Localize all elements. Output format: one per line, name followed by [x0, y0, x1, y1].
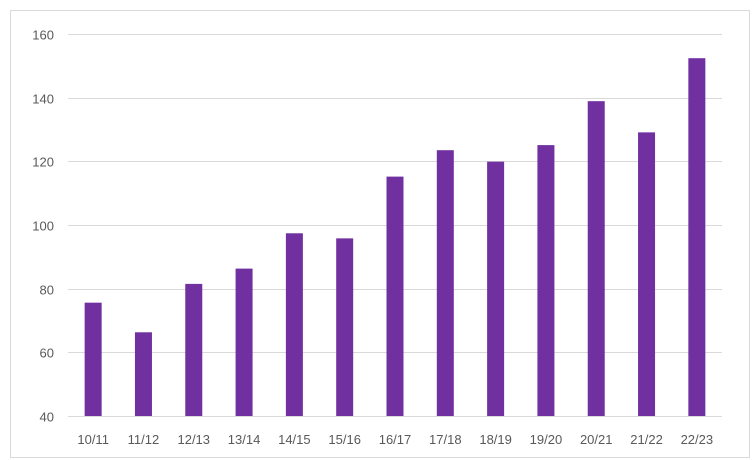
- bar-18-19: [487, 161, 505, 416]
- x-tick-label-20-21: 20/21: [580, 432, 613, 447]
- bar-16-17: [386, 176, 404, 416]
- x-tick-label-18-19: 18/19: [479, 432, 512, 447]
- y-tick-label-120: 120: [32, 155, 54, 170]
- y-tick-label-40: 40: [40, 410, 54, 425]
- y-axis-tick-labels: 40 60 80 100 120 140 160: [32, 28, 54, 425]
- bar-14-15: [285, 233, 303, 416]
- x-tick-label-19-20: 19/20: [530, 432, 563, 447]
- bar-15-16: [336, 238, 354, 416]
- y-tick-label-100: 100: [32, 219, 54, 234]
- x-tick-label-16-17: 16/17: [379, 432, 412, 447]
- gridlines: [68, 34, 722, 417]
- bar-10-11: [84, 302, 102, 416]
- x-tick-label-21-22: 21/22: [630, 432, 663, 447]
- bars: [84, 58, 706, 417]
- bar-17-18: [436, 150, 454, 416]
- bar-12-13: [185, 283, 203, 416]
- y-tick-label-80: 80: [40, 283, 54, 298]
- bar-11-12: [134, 332, 152, 416]
- x-tick-label-22-23: 22/23: [681, 432, 714, 447]
- bar-21-22: [638, 132, 656, 416]
- x-tick-label-11-12: 11/12: [128, 432, 160, 447]
- x-tick-label-12-13: 12/13: [177, 432, 210, 447]
- x-tick-label-10-11: 10/11: [77, 432, 109, 447]
- x-axis-tick-labels: 10/11 11/12 12/13 13/14 14/15 15/16 16/17 17/18…: [77, 432, 713, 447]
- bar-13-14: [235, 268, 253, 416]
- y-tick-label-140: 140: [32, 92, 54, 107]
- x-tick-label-17-18: 17/18: [429, 432, 462, 447]
- x-tick-label-15-16: 15/16: [328, 432, 361, 447]
- bar-20-21: [587, 101, 605, 417]
- y-tick-label-160: 160: [32, 28, 54, 43]
- y-tick-label-60: 60: [40, 346, 54, 361]
- x-tick-label-13-14: 13/14: [228, 432, 261, 447]
- x-tick-label-14-15: 14/15: [278, 432, 311, 447]
- chart-frame: [10, 10, 750, 458]
- bar-22-23: [688, 58, 706, 416]
- bar-19-20: [537, 145, 555, 416]
